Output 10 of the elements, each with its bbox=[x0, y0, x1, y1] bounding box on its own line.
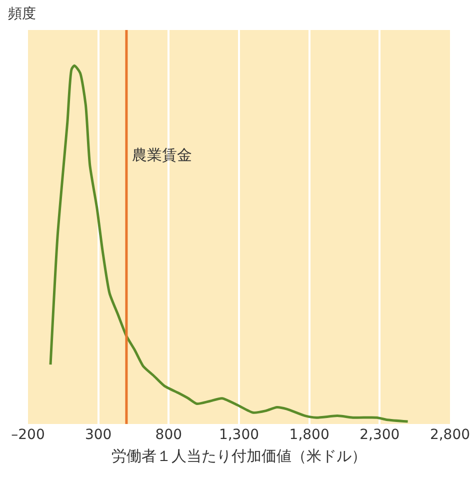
x-axis-title: 労働者１人当たり付加価値（米ドル） bbox=[112, 447, 366, 465]
x-tick-label: 2,800 bbox=[430, 427, 470, 443]
x-tick-label: 300 bbox=[84, 427, 112, 443]
x-tick-label: 800 bbox=[155, 427, 182, 443]
y-axis-title: 頻度 bbox=[8, 6, 36, 22]
x-tick-label: 1,800 bbox=[289, 427, 330, 443]
x-tick-label: 2,300 bbox=[360, 427, 400, 443]
x-tick-label: –200 bbox=[11, 427, 45, 443]
x-tick-label: 1,300 bbox=[218, 427, 260, 443]
ref-line-label: 農業賃金 bbox=[132, 146, 192, 164]
